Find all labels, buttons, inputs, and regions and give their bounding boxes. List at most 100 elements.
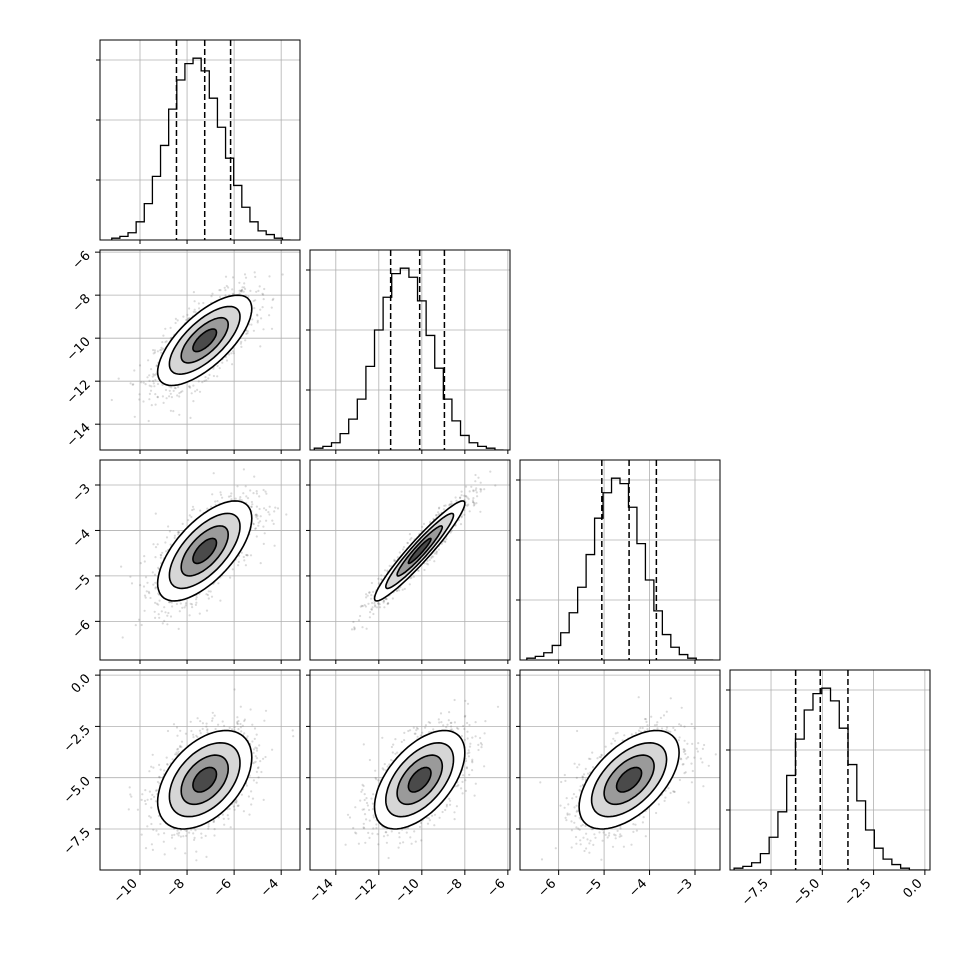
scatter-point xyxy=(232,350,235,353)
scatter-point xyxy=(391,597,394,600)
scatter-point xyxy=(129,793,132,796)
scatter-point xyxy=(180,745,183,749)
scatter-point xyxy=(260,317,263,320)
histogram xyxy=(526,477,714,660)
scatter-point xyxy=(387,602,390,605)
scatter-point xyxy=(160,348,163,351)
panel-frame xyxy=(99,459,301,661)
scatter-point xyxy=(248,813,251,816)
scatter-point xyxy=(239,290,243,293)
scatter-point xyxy=(190,603,194,606)
scatter-point xyxy=(166,623,169,626)
scatter-point xyxy=(139,584,142,587)
scatter-point xyxy=(148,790,151,793)
scatter-point xyxy=(147,590,150,593)
scatter-point xyxy=(417,569,420,573)
scatter-point xyxy=(207,377,210,380)
scatter-point xyxy=(364,605,367,608)
scatter-point xyxy=(270,327,274,330)
scatter-point xyxy=(253,737,256,741)
scatter-point xyxy=(241,286,244,289)
scatter-point xyxy=(160,610,163,613)
scatter-point xyxy=(254,527,257,530)
scatter-point xyxy=(179,391,182,394)
scatter-point xyxy=(153,374,156,377)
scatter-point xyxy=(242,468,245,471)
scatter-point xyxy=(207,597,210,600)
scatter-point xyxy=(207,825,210,828)
scatter-point xyxy=(154,378,157,382)
scatter-point xyxy=(428,558,431,562)
scatter-point xyxy=(238,498,241,501)
scatter-point xyxy=(229,826,232,829)
scatter-point xyxy=(150,765,153,768)
scatter-point xyxy=(213,828,216,831)
scatter-point xyxy=(281,273,284,276)
scatter-point xyxy=(138,618,141,621)
scatter-point xyxy=(154,601,157,604)
scatter-point xyxy=(409,577,412,580)
scatter-point xyxy=(167,611,170,615)
scatter-point xyxy=(357,619,361,622)
scatter-point xyxy=(406,541,409,544)
scatter-point xyxy=(148,392,151,395)
scatter-point xyxy=(386,569,389,572)
scatter-point xyxy=(221,496,224,499)
scatter-point xyxy=(383,569,387,572)
scatter-point xyxy=(359,605,362,608)
scatter-point xyxy=(273,510,276,513)
scatter-point xyxy=(161,383,164,386)
scatter-point xyxy=(205,725,208,728)
scatter-point xyxy=(370,608,373,611)
scatter-point xyxy=(238,292,241,295)
scatter-point xyxy=(150,368,153,371)
scatter-point xyxy=(251,318,254,321)
scatter-point xyxy=(218,367,221,370)
scatter-point xyxy=(176,748,179,751)
scatter-point xyxy=(256,517,259,520)
scatter-point xyxy=(479,481,482,484)
scatter-point xyxy=(365,593,368,596)
scatter-point xyxy=(232,805,235,808)
scatter-point xyxy=(264,490,267,493)
scatter-point xyxy=(412,575,415,578)
panel-frame xyxy=(99,249,301,451)
scatter-point xyxy=(164,341,167,344)
scatter-point xyxy=(232,352,235,355)
scatter-point xyxy=(256,514,259,518)
scatter-point xyxy=(169,326,172,329)
scatter-point xyxy=(246,332,249,335)
scatter-point xyxy=(368,591,371,594)
scatter-point xyxy=(467,503,470,506)
scatter-point xyxy=(489,470,492,473)
scatter-point xyxy=(146,825,149,828)
scatter-point xyxy=(156,395,159,398)
scatter-point xyxy=(144,789,147,792)
scatter-point xyxy=(151,571,154,574)
scatter-point xyxy=(195,596,198,599)
scatter-point xyxy=(480,488,483,491)
scatter-point xyxy=(254,755,257,758)
scatter-point xyxy=(157,566,160,569)
scatter-point xyxy=(179,835,182,838)
scatter-point xyxy=(140,381,143,384)
scatter-point xyxy=(178,395,181,398)
scatter-point xyxy=(368,591,371,594)
scatter-point xyxy=(192,832,195,835)
scatter-point xyxy=(189,602,192,605)
scatter-point xyxy=(243,286,246,289)
scatter-point xyxy=(169,409,172,412)
scatter-point xyxy=(253,307,256,310)
scatter-point xyxy=(169,543,172,546)
scatter-point xyxy=(472,504,475,507)
scatter-point xyxy=(474,489,477,492)
scatter-point xyxy=(219,289,222,292)
scatter-point xyxy=(254,299,257,302)
scatter-point xyxy=(262,293,265,296)
scatter-point xyxy=(240,340,243,343)
scatter-point xyxy=(264,709,268,712)
scatter-point xyxy=(193,838,196,842)
scatter-point xyxy=(255,513,258,516)
scatter-point xyxy=(176,829,179,832)
scatter-point xyxy=(155,365,158,368)
